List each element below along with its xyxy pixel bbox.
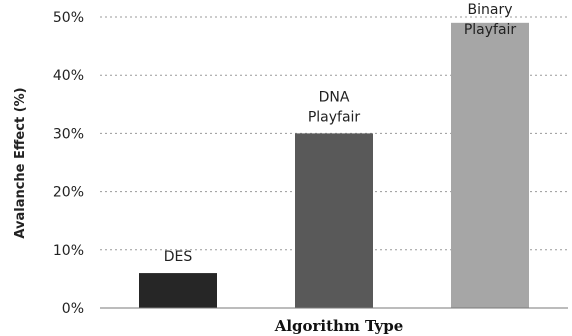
y-tick-labels: 0% 10% 20% 30% 40% 50% [53, 10, 84, 317]
y-tick-label: 20% [53, 185, 84, 201]
bar [451, 22, 529, 308]
bar-labels: DES DNA Playfair Binary Playfair [164, 2, 517, 265]
y-axis-label: Avalanche Effect (%) [13, 87, 28, 238]
bar-data-label: DES [164, 249, 193, 265]
y-tick-label: 30% [53, 126, 84, 142]
bar [295, 133, 373, 308]
bars [139, 22, 529, 308]
y-tick-label: 0% [62, 301, 84, 317]
y-tick-label: 50% [53, 10, 84, 26]
y-tick-label: 10% [53, 243, 84, 259]
bar [139, 273, 217, 308]
x-axis-label: Algorithm Type [274, 317, 404, 335]
y-tick-label: 40% [53, 68, 84, 84]
bar-data-label: DNA Playfair [308, 89, 361, 125]
bar-data-label: Binary Playfair [464, 2, 517, 38]
